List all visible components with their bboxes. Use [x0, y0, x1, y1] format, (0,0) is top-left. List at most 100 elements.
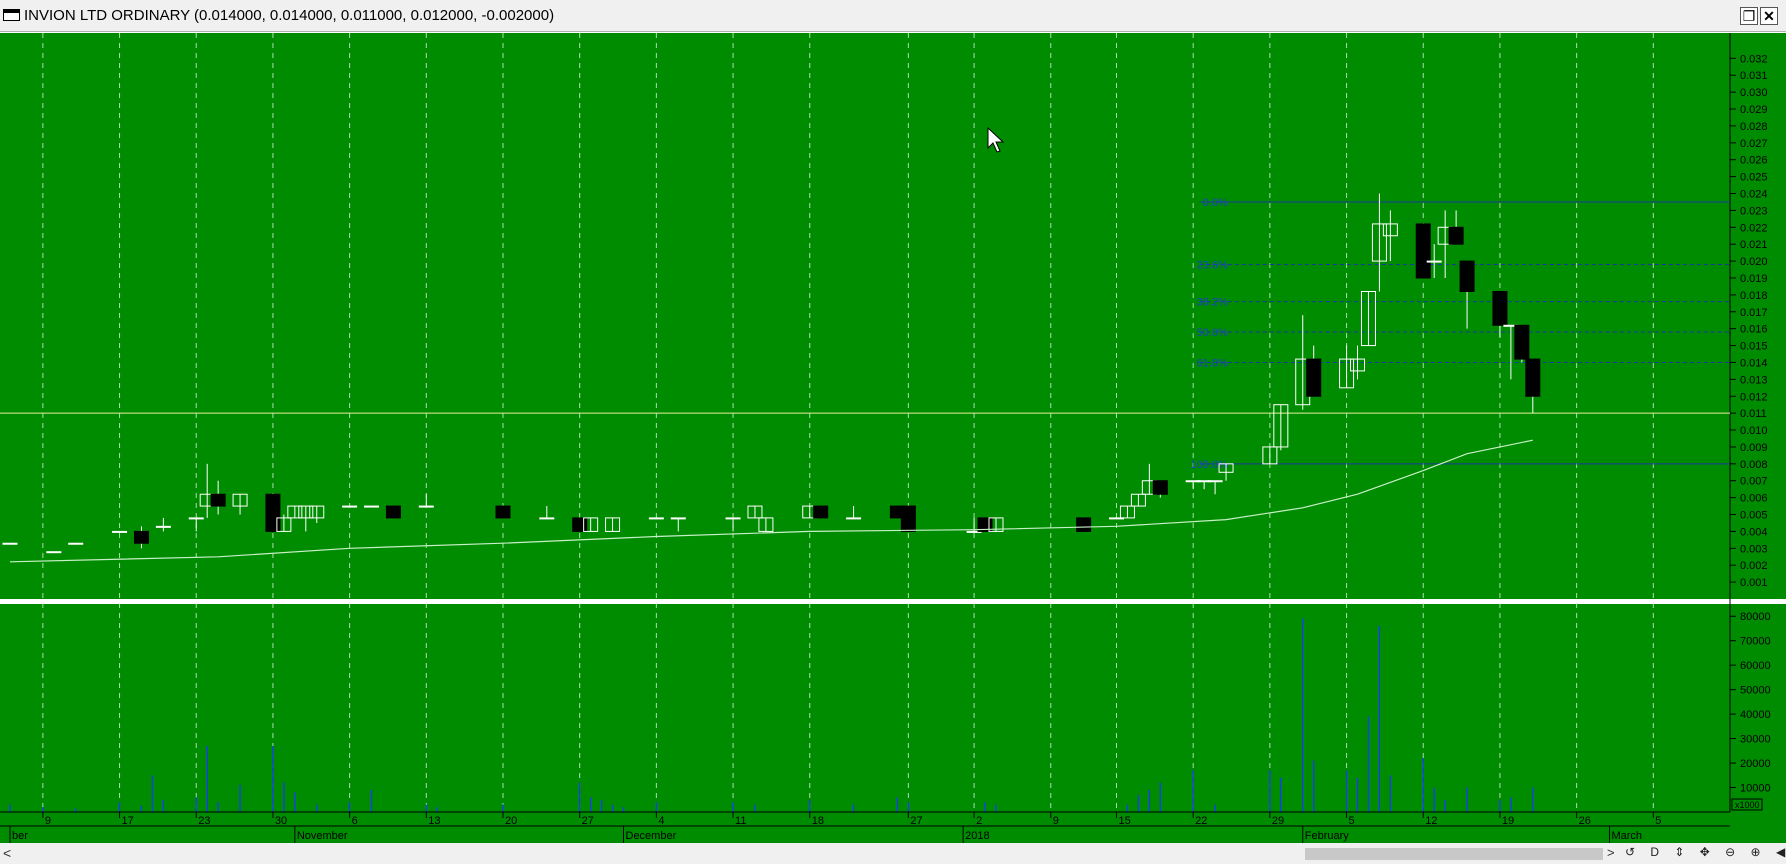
date-axis-background [0, 812, 1786, 843]
scroll-left-arrow[interactable]: < [3, 845, 12, 861]
candle-body [1382, 223, 1398, 237]
date-tick-label: 20 [505, 815, 517, 827]
date-tick-label: 29 [1272, 815, 1284, 827]
candle-body [232, 493, 248, 507]
month-label: March [1611, 830, 1642, 842]
price-tick-label: 0.020 [1740, 256, 1768, 268]
date-tick-label: 6 [352, 815, 358, 827]
mouse-cursor-icon [987, 126, 1005, 153]
date-tick-label: 12 [1425, 815, 1437, 827]
price-tick-label: 0.030 [1740, 87, 1768, 99]
candle-body [1371, 223, 1387, 262]
candle-body [1306, 358, 1322, 397]
scroll-thumb[interactable] [1305, 848, 1603, 860]
candle-body [1459, 260, 1475, 293]
candle-body [418, 505, 434, 508]
scroll-right-arrow[interactable]: > [1607, 845, 1615, 860]
candle-body [648, 517, 664, 520]
volume-scale-box [1731, 798, 1763, 811]
candle-body [1273, 404, 1289, 448]
date-tick-label: 4 [658, 815, 664, 827]
date-tick-label: 11 [735, 815, 746, 827]
price-tick-label: 0.027 [1740, 138, 1768, 150]
date-tick-label: 23 [198, 815, 210, 827]
volume-tick-label: 20000 [1740, 758, 1771, 770]
volume-scale-label: x1000 [1735, 800, 1760, 810]
volume-tick-label: 30000 [1740, 734, 1771, 746]
price-tick-label: 0.012 [1740, 391, 1768, 403]
candle-body [747, 505, 763, 519]
date-tick-label: 26 [1579, 815, 1591, 827]
candle-body [68, 542, 84, 545]
candle-body [1076, 517, 1092, 532]
candle-body [1514, 324, 1530, 360]
price-tick-label: 0.015 [1740, 341, 1768, 353]
restore-button[interactable]: ❐ [1740, 7, 1758, 25]
horizontal-scrollbar[interactable]: < > ↺ D ⇕ ✥ ⊖ ⊕ ◀ ▶ ☰ [0, 843, 1786, 864]
date-tick-label: 27 [910, 815, 922, 827]
candle-body [572, 517, 588, 532]
price-tick-label: 0.001 [1740, 577, 1768, 589]
fibonacci-level-label: 50.0% [1197, 327, 1228, 339]
price-tick-label: 0.019 [1740, 273, 1768, 285]
candle-body [1350, 358, 1366, 372]
candle-body [385, 505, 401, 519]
date-tick-label: 15 [1118, 815, 1130, 827]
price-tick-label: 0.014 [1740, 357, 1768, 369]
candle-body [1130, 493, 1146, 507]
candle-body [342, 505, 358, 508]
candle-body [265, 493, 281, 532]
price-tick-label: 0.002 [1740, 560, 1768, 572]
price-tick-label: 0.003 [1740, 543, 1768, 555]
candle-body [495, 505, 511, 519]
price-tick-label: 0.031 [1740, 70, 1768, 82]
candle-body [287, 505, 303, 519]
candle-body [988, 517, 1004, 532]
price-tick-label: 0.011 [1740, 408, 1767, 420]
candle-body [1108, 517, 1124, 520]
fibonacci-level-label: 0.0% [1203, 197, 1228, 209]
volume-tick-label: 10000 [1740, 783, 1771, 795]
price-panel-background [0, 33, 1786, 599]
chart-window-icon [3, 9, 20, 21]
price-tick-label: 0.023 [1740, 205, 1768, 217]
candle-body [309, 505, 325, 519]
price-tick-label: 0.016 [1740, 324, 1768, 336]
price-tick-label: 0.013 [1740, 374, 1768, 386]
month-label: December [626, 830, 677, 842]
candle-body [133, 530, 149, 544]
candle-body [112, 530, 128, 533]
date-tick-label: 19 [1502, 815, 1514, 827]
price-tick-label: 0.004 [1740, 526, 1768, 538]
date-tick-label: 27 [582, 815, 594, 827]
price-tick-label: 0.018 [1740, 290, 1768, 302]
fibonacci-level-label: 38.2% [1197, 297, 1228, 309]
volume-tick-label: 70000 [1740, 636, 1771, 648]
candle-body [1207, 480, 1223, 483]
volume-tick-label: 80000 [1740, 611, 1771, 623]
price-tick-label: 0.021 [1740, 239, 1768, 251]
candle-body [1448, 226, 1464, 245]
candle-body [1119, 505, 1135, 519]
candle-body [1525, 358, 1541, 397]
date-tick-label: 5 [1655, 815, 1661, 827]
moving-average-line [9, 439, 1533, 563]
date-tick-label: 9 [1053, 815, 1059, 827]
fibonacci-level-label: 100.0% [1191, 459, 1229, 471]
candle-body [1339, 358, 1355, 389]
candle-body [155, 525, 171, 528]
candle-body [966, 530, 982, 533]
close-button[interactable]: ✕ [1760, 7, 1778, 25]
month-label: ber [12, 830, 28, 842]
price-tick-label: 0.029 [1740, 104, 1768, 116]
candle-body [276, 517, 292, 532]
candle-body [1360, 291, 1376, 347]
price-tick-label: 0.005 [1740, 510, 1768, 522]
chart-toolbar[interactable]: ↺ D ⇕ ✥ ⊖ ⊕ ◀ ▶ ☰ [1625, 845, 1786, 859]
month-label: 2018 [965, 830, 989, 842]
price-tick-label: 0.017 [1740, 307, 1768, 319]
date-tick-label: 17 [122, 815, 134, 827]
date-tick-label: 5 [1349, 815, 1355, 827]
month-label: November [297, 830, 348, 842]
